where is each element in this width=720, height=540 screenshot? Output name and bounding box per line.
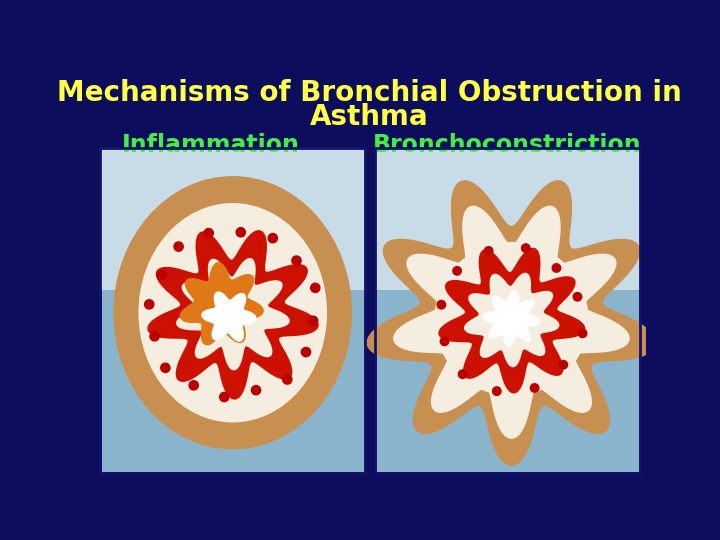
Ellipse shape (434, 242, 588, 396)
Circle shape (492, 387, 501, 395)
Polygon shape (202, 292, 256, 341)
Polygon shape (367, 181, 656, 465)
Circle shape (437, 300, 446, 309)
Circle shape (189, 381, 198, 390)
Polygon shape (181, 263, 263, 345)
Circle shape (174, 242, 183, 251)
Circle shape (552, 264, 561, 272)
Text: Mechanisms of Bronchial Obstruction in: Mechanisms of Bronchial Obstruction in (57, 79, 681, 107)
Circle shape (459, 370, 467, 379)
Polygon shape (394, 206, 629, 438)
Circle shape (441, 337, 449, 346)
Circle shape (220, 393, 229, 402)
Polygon shape (439, 248, 585, 393)
Circle shape (158, 270, 167, 280)
Bar (99, 148, 365, 473)
Bar (375, 148, 640, 473)
Circle shape (236, 228, 246, 237)
Circle shape (283, 375, 292, 384)
Circle shape (292, 256, 301, 265)
Circle shape (302, 347, 310, 357)
Circle shape (453, 267, 462, 275)
Text: Asthma: Asthma (310, 103, 428, 131)
Circle shape (531, 384, 539, 392)
Polygon shape (148, 231, 318, 399)
Bar (375, 148, 640, 473)
Circle shape (559, 361, 567, 369)
Circle shape (150, 332, 159, 341)
Polygon shape (483, 291, 540, 347)
Text: Inflammation: Inflammation (122, 132, 300, 157)
Circle shape (485, 247, 493, 255)
Circle shape (251, 386, 261, 395)
Circle shape (161, 363, 170, 373)
Bar (99, 148, 365, 473)
Ellipse shape (113, 176, 352, 449)
Circle shape (573, 293, 582, 301)
Text: Bronchoconstriction: Bronchoconstriction (373, 132, 642, 157)
Bar (375, 148, 640, 291)
Circle shape (309, 316, 318, 326)
Circle shape (521, 244, 530, 252)
Ellipse shape (138, 203, 327, 422)
Bar (99, 148, 365, 291)
Circle shape (145, 300, 154, 309)
Polygon shape (177, 259, 289, 370)
Polygon shape (464, 273, 559, 367)
Circle shape (578, 329, 587, 338)
Circle shape (268, 233, 277, 243)
Circle shape (204, 228, 213, 238)
Circle shape (310, 284, 320, 293)
